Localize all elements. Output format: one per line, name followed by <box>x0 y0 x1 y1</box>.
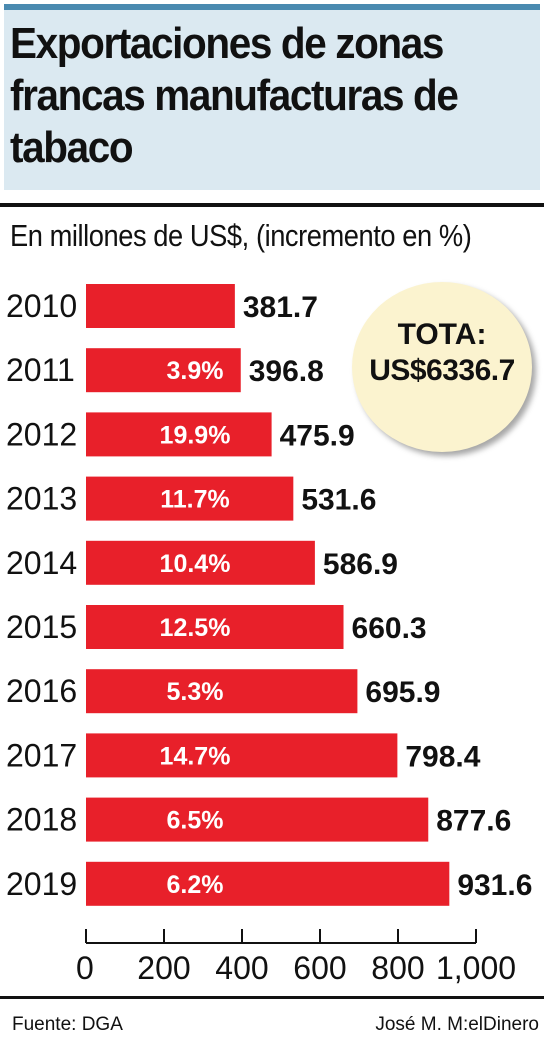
total-value: US$6336.7 <box>369 354 515 387</box>
value-label: 531.6 <box>301 484 376 517</box>
x-tick-label: 200 <box>137 950 190 986</box>
bar-2015 <box>86 605 344 649</box>
pct-label: 12.5% <box>160 614 231 642</box>
value-label: 381.7 <box>243 291 318 324</box>
pct-label: 14.7% <box>160 742 231 770</box>
year-label: 2017 <box>6 737 77 773</box>
pct-label: 3.9% <box>167 357 224 385</box>
value-label: 586.9 <box>323 548 398 581</box>
chart-subtitle: En millones de US$, (incremento en %) <box>10 218 472 253</box>
pct-label: 10.4% <box>160 550 231 578</box>
x-tick-label: 600 <box>293 950 346 986</box>
x-tick-label: 400 <box>215 950 268 986</box>
credit-note: José M. M:elDinero <box>375 1014 539 1035</box>
total-label: TOTA: <box>397 318 487 351</box>
bar-2012 <box>86 412 272 457</box>
bar-2018 <box>86 797 429 842</box>
bars-group: 2010 381.7 2011 396.8 3.9% 2012 475.9 19.9% 2013… <box>6 284 532 906</box>
year-label: 2014 <box>6 545 77 581</box>
pct-label: 19.9% <box>160 421 231 449</box>
bar-2010 <box>86 284 235 328</box>
bar-2011 <box>86 348 241 393</box>
year-label: 2016 <box>6 673 77 709</box>
title-divider <box>0 203 544 207</box>
pct-label: 6.2% <box>167 871 224 899</box>
top-accent-rule <box>4 4 540 10</box>
bar-2019 <box>86 861 450 906</box>
value-label: 475.9 <box>280 419 355 452</box>
value-label: 798.4 <box>405 740 480 773</box>
chart-title: Exportaciones de zonas francas manufactu… <box>10 19 459 172</box>
bar-2014 <box>86 540 315 585</box>
value-label: 660.3 <box>352 612 427 645</box>
value-label: 396.8 <box>249 355 324 388</box>
value-label: 931.6 <box>457 869 532 902</box>
x-axis: 0 200 400 600 800 1,000 <box>76 929 516 986</box>
x-tick-label: 0 <box>76 950 94 986</box>
year-label: 2013 <box>6 481 77 517</box>
x-tick-label: 800 <box>371 950 424 986</box>
value-label: 695.9 <box>365 676 440 709</box>
total-badge: TOTA: US$6336.7 <box>352 282 532 452</box>
bar-2016 <box>86 669 358 714</box>
year-label: 2019 <box>6 866 77 902</box>
bar-2013 <box>86 476 294 521</box>
year-label: 2010 <box>6 288 77 324</box>
year-label: 2011 <box>6 352 75 388</box>
bar-2017 <box>86 733 398 778</box>
year-label: 2015 <box>6 609 77 645</box>
pct-label: 6.5% <box>167 807 224 835</box>
pct-label: 11.7% <box>160 486 230 514</box>
pct-label: 5.3% <box>167 678 224 706</box>
value-label: 877.6 <box>436 805 511 838</box>
year-label: 2018 <box>6 802 77 838</box>
source-note: Fuente: DGA <box>12 1014 123 1035</box>
footer-divider <box>0 996 544 999</box>
x-tick-label: 1,000 <box>436 950 516 986</box>
title-panel <box>4 10 540 190</box>
year-label: 2012 <box>6 416 77 452</box>
